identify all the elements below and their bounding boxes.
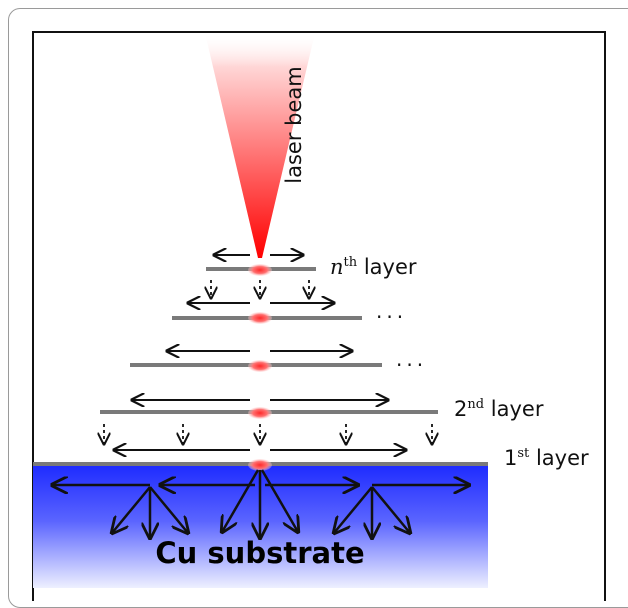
ellipsis-upper: ... [376,299,408,323]
second-sup: nd [467,397,485,412]
nth-prefix: n [330,255,344,279]
nth-suffix: layer [363,255,417,279]
first-prefix: 1 [504,446,518,470]
melt-spot [248,407,272,419]
nth-sup: th [343,255,358,270]
first-layer-label: 1st layer [504,446,589,470]
first-sup: st [517,446,530,461]
melt-spot [248,360,272,372]
substrate-label: Cu substrate [155,536,365,570]
laser-beam-label: laser beam [282,66,306,184]
deposition-diagram [33,33,488,588]
second-layer-label: 2nd layer [454,397,543,421]
vertical-heat-arrows [104,280,432,444]
melt-spot [248,459,272,471]
first-suffix: layer [535,446,589,470]
lateral-heat-arrows [114,255,406,450]
laser-beam [205,33,315,258]
melt-spot [248,312,272,324]
second-prefix: 2 [454,397,468,421]
second-suffix: layer [490,397,544,421]
melt-spot [248,264,272,276]
nth-layer-label: nth layer [330,255,417,279]
ellipsis-lower: ... [396,347,428,371]
figure-frame [32,31,606,601]
substrate-heat-arrows [52,469,469,538]
